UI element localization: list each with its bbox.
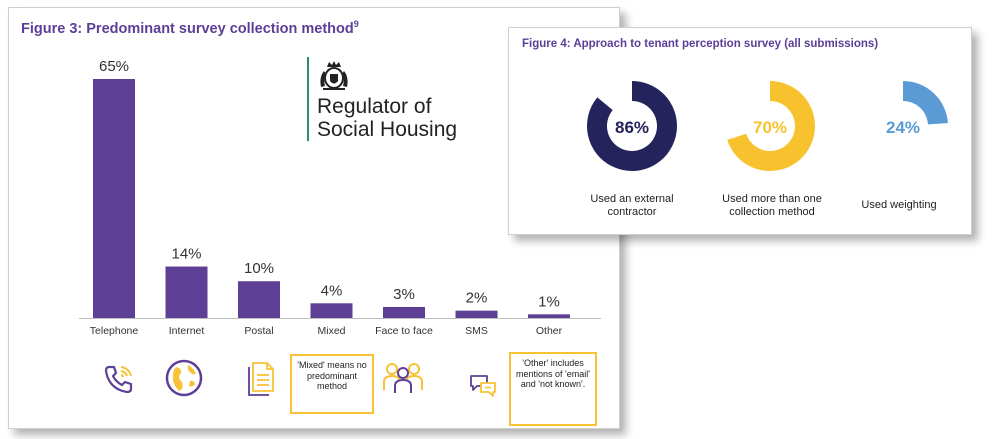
bar-value-label: 65% (99, 58, 129, 75)
bar (455, 310, 498, 318)
donut-slice (587, 81, 677, 171)
bar-value-label: 3% (393, 286, 415, 303)
figure3-title: Figure 3: Predominant survey collection … (21, 19, 359, 37)
category-label: Telephone (90, 325, 139, 337)
category-label: Internet (169, 325, 205, 337)
people-icon (383, 363, 423, 393)
donut-label-weighting: Used weighting (861, 199, 937, 211)
donut-slice (727, 81, 815, 171)
category-label: Postal (244, 325, 273, 337)
donut-value-label: 70% (753, 118, 787, 137)
donut-charts: 86% 70% 24% (587, 81, 948, 171)
category-label: Mixed (317, 325, 345, 337)
logo-divider (307, 57, 309, 141)
other-note: 'Other' includes mentions of 'email' and… (509, 352, 597, 426)
donut-value-label: 24% (886, 118, 920, 137)
category-label: Face to face (375, 325, 433, 337)
bar-value-label: 1% (538, 293, 560, 310)
document-icon (248, 362, 274, 396)
bar (383, 306, 425, 318)
bar (528, 314, 570, 318)
globe-icon (165, 359, 203, 397)
bar (310, 303, 353, 318)
figure4-panel: Figure 4: Approach to tenant perception … (508, 27, 972, 235)
donut-value-label: 86% (615, 118, 649, 137)
bar (238, 281, 280, 318)
donut-label-contractor: Used an external contractor (590, 193, 674, 218)
bar (165, 266, 208, 318)
figure4-title: Figure 4: Approach to tenant perception … (522, 38, 879, 50)
phone-icon (104, 365, 133, 394)
bar-value-label: 4% (321, 282, 343, 299)
regulator-logo: Regulator of Social Housing (307, 57, 487, 149)
donut-slice (903, 81, 948, 125)
bar-value-label: 14% (171, 246, 201, 263)
chat-icon (470, 375, 496, 397)
bar-value-label: 2% (466, 290, 488, 307)
donut-label-collection-method: Used more than one collection method (722, 193, 822, 218)
mixed-note: 'Mixed' means no predominant method (290, 354, 374, 414)
royal-crest-icon (320, 61, 348, 90)
logo-text: Regulator of Social Housing (317, 95, 458, 141)
category-label: Other (536, 325, 563, 337)
category-label: SMS (465, 325, 488, 337)
bar-chart: 65% Telephone 14% Internet 10% Postal 4% Mixed 3… (79, 58, 601, 337)
bar-value-label: 10% (244, 260, 274, 277)
bar (93, 79, 135, 318)
